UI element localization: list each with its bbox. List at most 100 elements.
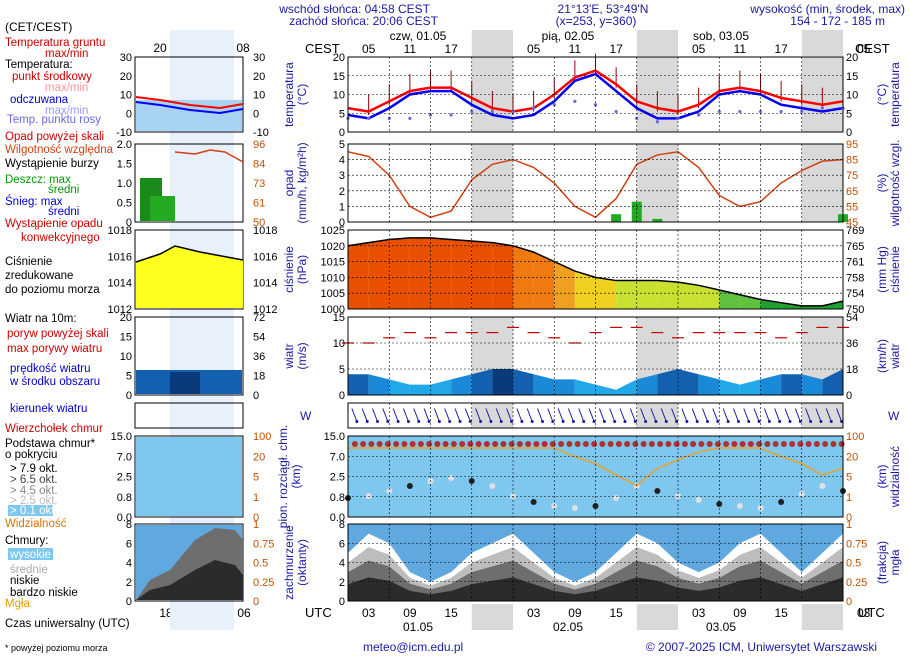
cloud-base-dot xyxy=(778,499,785,505)
night-band xyxy=(636,604,678,630)
pressure-area xyxy=(657,280,678,309)
cloud-top-dot xyxy=(665,441,672,447)
wind-arrow xyxy=(743,408,750,422)
cloud-top-dot xyxy=(549,441,556,447)
wind-arrow-head xyxy=(541,420,544,423)
y-tick: 0.0 xyxy=(330,512,345,524)
wind-arrow-head xyxy=(623,420,627,423)
legend-tick-right: 1018 xyxy=(253,225,277,237)
wind-axis-label: wiatr xyxy=(282,343,296,369)
cloudbase-axis-label: (km) xyxy=(289,465,303,489)
legend-pressure-fill xyxy=(136,246,243,308)
cloudbase-axis-label: pion. rozciągł. chm. xyxy=(276,425,290,528)
wind-arrow xyxy=(784,408,791,422)
legend-text: Wiatr na 10m: xyxy=(5,313,77,325)
legend-okt-low: > 0.1 okt. xyxy=(10,505,58,517)
cloud-base-dot xyxy=(695,497,702,503)
wind-speed-area xyxy=(348,374,369,395)
wind-arrow xyxy=(413,408,420,422)
wind-axis-label: (m/s) xyxy=(295,342,309,369)
visibility-line xyxy=(348,447,844,487)
wind-arrow xyxy=(753,408,760,422)
pressure-area xyxy=(533,252,555,309)
wind-arrow-head xyxy=(417,420,421,423)
coordinates: 21°13'E, 53°49'N xyxy=(558,2,649,16)
y-tick-right: 0.25 xyxy=(846,577,867,589)
wind-arrow xyxy=(681,408,688,422)
cloud-top-dot xyxy=(714,441,721,447)
legend-tick: 0 xyxy=(126,390,132,402)
wind-arrow xyxy=(444,408,451,422)
y-tick-right: 758 xyxy=(846,272,864,284)
wind-arrow xyxy=(392,408,399,422)
wind-arrow-head xyxy=(633,420,637,423)
cloud-top-dot xyxy=(442,441,449,447)
cloud-top-dot xyxy=(673,441,680,447)
cloud-top-dot xyxy=(723,441,730,447)
dew-point-dot xyxy=(800,109,804,114)
wind-arrow xyxy=(722,408,729,422)
legend-tick: 1018 xyxy=(108,225,132,237)
legend-text: o pokryciu xyxy=(5,449,57,461)
legend-tick-right: 61 xyxy=(253,198,265,210)
precip-panel-bg xyxy=(348,144,843,222)
legend-text: średnie xyxy=(10,564,48,576)
pressure-area xyxy=(822,301,843,309)
y-tick-right: 769 xyxy=(846,225,864,237)
wind-arrow xyxy=(557,408,564,422)
cloud-top-dot xyxy=(747,441,754,447)
legend-text: zredukowane xyxy=(5,270,73,282)
y-tick-right: 36 xyxy=(846,338,858,350)
legend-tick-right: 10 xyxy=(253,90,265,102)
compass-w: W xyxy=(300,409,312,423)
legend-tick-right: 0 xyxy=(253,512,259,524)
wind-arrow xyxy=(671,408,678,422)
legend-tick: 20 xyxy=(120,71,132,83)
legend-text: prędkość wiatru xyxy=(10,363,91,375)
cloud-base-dot xyxy=(448,475,455,481)
y-tick: 7.0 xyxy=(330,451,345,463)
cloud-top-dot xyxy=(508,441,515,447)
dew-point-dot xyxy=(552,103,556,107)
legend-tick-right: 1016 xyxy=(253,251,277,263)
pressure-area xyxy=(781,302,802,309)
legend-tick: 7.0 xyxy=(117,451,132,463)
night-band xyxy=(471,30,513,56)
cest-right: CEST xyxy=(855,41,890,56)
wind-speed-area xyxy=(801,374,823,395)
y-tick-right: 20 xyxy=(846,451,858,463)
legend-tick-right: 36 xyxy=(253,351,265,363)
pressure-axis-label-right: (mm Hg) xyxy=(875,246,889,293)
wind-axis-label-right: (km/h) xyxy=(875,339,889,373)
hour-cest: 17 xyxy=(609,42,623,56)
wind-arrow-head xyxy=(592,420,596,423)
pressure-area xyxy=(554,261,575,309)
legend-text: Wystąpienie opadu xyxy=(5,218,103,230)
wind-arrow xyxy=(537,408,543,422)
cloud-base-dot xyxy=(654,488,661,494)
night-band xyxy=(801,30,843,56)
clouds-axis-label: (oktanty) xyxy=(295,539,309,586)
legend-text: Widzialność xyxy=(5,518,67,530)
wind-arrow-head xyxy=(530,420,534,423)
sunset: zachód słońca: 20:06 CEST xyxy=(289,14,438,28)
y-tick-right: 0 xyxy=(846,512,852,524)
utc-right: UTC xyxy=(858,605,885,620)
cloud-top-dot xyxy=(492,441,499,447)
legend-tick-right: 72 xyxy=(253,312,265,324)
legend-tick-right: 1012 xyxy=(253,304,277,316)
y-tick-right: 75 xyxy=(846,170,858,182)
cloud-top-dot xyxy=(681,441,688,447)
legend-text: Czas uniwersalny (UTC) xyxy=(5,618,130,630)
cloud-top-dot xyxy=(483,441,490,447)
dew-point-dot xyxy=(697,113,701,117)
wind-speed-area xyxy=(430,379,452,395)
cloud-top-dot xyxy=(467,441,474,447)
hour-utc: 15 xyxy=(774,606,788,620)
dew-point-dot xyxy=(758,109,763,114)
legend-clouds-dark xyxy=(136,560,243,600)
dew-point-dot xyxy=(820,106,824,110)
cloud-top-dot xyxy=(838,441,845,447)
wind-arrow-head xyxy=(448,420,452,423)
cloud-top-dot xyxy=(525,441,532,447)
